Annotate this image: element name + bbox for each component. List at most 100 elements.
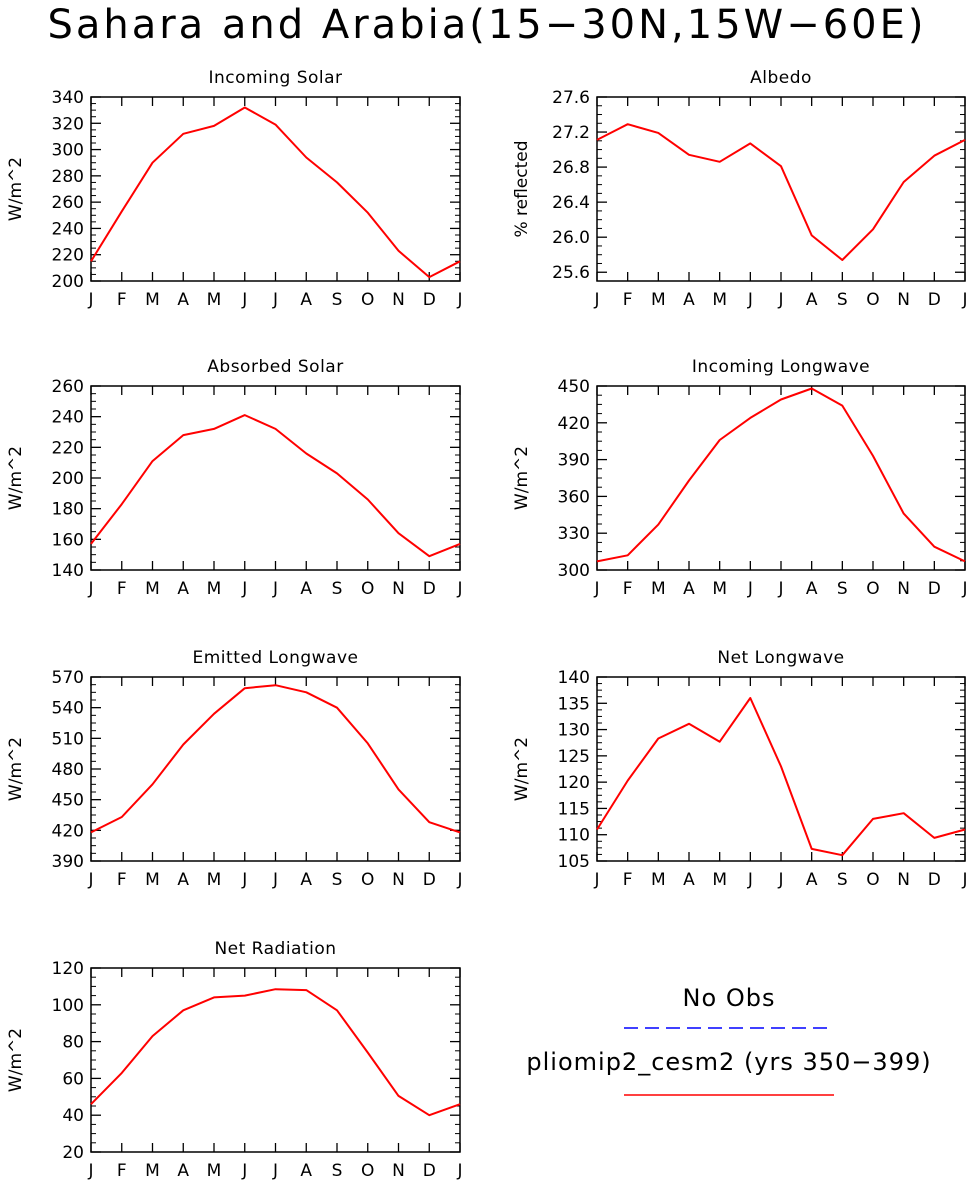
- x-tick-label: O: [866, 290, 879, 310]
- x-tick-label: A: [683, 579, 695, 599]
- x-tick-label: A: [177, 870, 189, 890]
- x-tick-label: S: [332, 290, 343, 310]
- y-axis-label: W/m^2: [6, 157, 26, 221]
- y-tick-label: 160: [52, 530, 84, 550]
- x-tick-label: J: [241, 870, 247, 890]
- y-tick-label: 140: [52, 561, 84, 581]
- y-tick-label: 130: [558, 721, 590, 741]
- x-tick-label: D: [928, 870, 941, 890]
- panel-title: Net Longwave: [717, 648, 844, 668]
- x-tick-label: J: [961, 290, 967, 310]
- plot-frame: [596, 385, 966, 571]
- y-tick-label: 40: [62, 1106, 84, 1126]
- y-tick-label: 26.8: [552, 158, 590, 178]
- y-tick-label: 20: [62, 1143, 84, 1163]
- x-tick-label: M: [207, 579, 222, 599]
- x-tick-label: S: [837, 579, 848, 599]
- y-tick-label: 260: [52, 377, 84, 397]
- x-tick-label: J: [241, 1161, 247, 1181]
- y-tick-label: 100: [52, 996, 84, 1016]
- panel-4: J F M A M J J A S O N D J300330360390420450Incoming …: [512, 357, 968, 599]
- x-tick-label: J: [241, 579, 247, 599]
- panel-5: J F M A M J J A S O N D J390420450480510540570Emitte…: [6, 648, 463, 890]
- panel-title: Albedo: [750, 68, 812, 88]
- x-tick-label: J: [272, 870, 278, 890]
- x-tick-label: D: [423, 290, 436, 310]
- x-tick-label: J: [961, 870, 967, 890]
- x-tick-label: M: [651, 290, 666, 310]
- x-tick-label: N: [897, 290, 910, 310]
- x-tick-label: O: [361, 870, 374, 890]
- x-tick-label: J: [456, 1161, 462, 1181]
- x-tick-label: N: [392, 579, 405, 599]
- panel-1: J F M A M J J A S O N D J200220240260280300320340Inc…: [6, 68, 463, 310]
- y-tick-label: 330: [558, 524, 590, 544]
- plot-frame: [596, 96, 966, 282]
- y-tick-label: 120: [558, 773, 590, 793]
- x-tick-label: J: [747, 870, 753, 890]
- y-tick-label: 390: [558, 451, 590, 471]
- x-tick-label: D: [423, 870, 436, 890]
- x-tick-label: F: [623, 579, 633, 599]
- y-tick-label: 480: [52, 760, 84, 780]
- x-tick-label: J: [272, 290, 278, 310]
- x-tick-label: J: [241, 290, 247, 310]
- x-tick-label: J: [593, 579, 599, 599]
- y-tick-label: 120: [52, 959, 84, 979]
- y-tick-label: 260: [52, 193, 84, 213]
- x-tick-label: S: [332, 1161, 343, 1181]
- x-tick-label: A: [300, 290, 312, 310]
- y-tick-label: 300: [558, 561, 590, 581]
- x-tick-label: O: [866, 579, 879, 599]
- x-tick-label: M: [145, 579, 160, 599]
- x-tick-label: O: [361, 290, 374, 310]
- panel-title: Incoming Solar: [208, 68, 342, 88]
- x-tick-label: J: [272, 1161, 278, 1181]
- x-tick-label: S: [837, 870, 848, 890]
- x-tick-label: A: [806, 870, 818, 890]
- y-tick-label: 360: [558, 487, 590, 507]
- x-tick-label: M: [712, 290, 727, 310]
- plot-frame: [90, 967, 461, 1153]
- x-tick-label: A: [300, 1161, 312, 1181]
- y-tick-label: 125: [558, 747, 590, 767]
- x-tick-label: O: [361, 1161, 374, 1181]
- panel-6: J F M A M J J A S O N D J105110115120125130135140Net…: [512, 648, 968, 890]
- x-tick-label: A: [806, 579, 818, 599]
- x-tick-label: S: [332, 579, 343, 599]
- y-axis-label: W/m^2: [6, 446, 26, 510]
- y-axis-label: W/m^2: [512, 737, 532, 801]
- y-tick-label: 340: [52, 88, 84, 108]
- x-tick-label: D: [928, 290, 941, 310]
- y-tick-label: 200: [52, 272, 84, 292]
- series-line: [90, 106, 461, 279]
- x-tick-label: F: [117, 1161, 127, 1181]
- x-tick-label: F: [117, 579, 127, 599]
- x-tick-label: A: [300, 870, 312, 890]
- y-tick-label: 420: [558, 414, 590, 434]
- x-tick-label: A: [177, 579, 189, 599]
- y-axis-label: W/m^2: [6, 737, 26, 801]
- y-tick-label: 540: [52, 699, 84, 719]
- x-tick-label: S: [332, 870, 343, 890]
- y-tick-label: 280: [52, 167, 84, 187]
- x-tick-label: F: [623, 290, 633, 310]
- y-axis-label: W/m^2: [512, 446, 532, 510]
- y-tick-label: 570: [52, 668, 84, 688]
- plot-frame: [90, 385, 461, 571]
- x-tick-label: N: [897, 579, 910, 599]
- x-tick-label: J: [87, 870, 93, 890]
- x-tick-label: D: [928, 579, 941, 599]
- y-tick-label: 450: [558, 377, 590, 397]
- x-tick-label: D: [423, 579, 436, 599]
- x-tick-label: S: [837, 290, 848, 310]
- y-tick-label: 180: [52, 500, 84, 520]
- y-tick-label: 300: [52, 141, 84, 161]
- y-tick-label: 105: [558, 852, 590, 872]
- panel-title: Absorbed Solar: [207, 357, 343, 377]
- x-tick-label: F: [117, 290, 127, 310]
- x-tick-label: A: [683, 870, 695, 890]
